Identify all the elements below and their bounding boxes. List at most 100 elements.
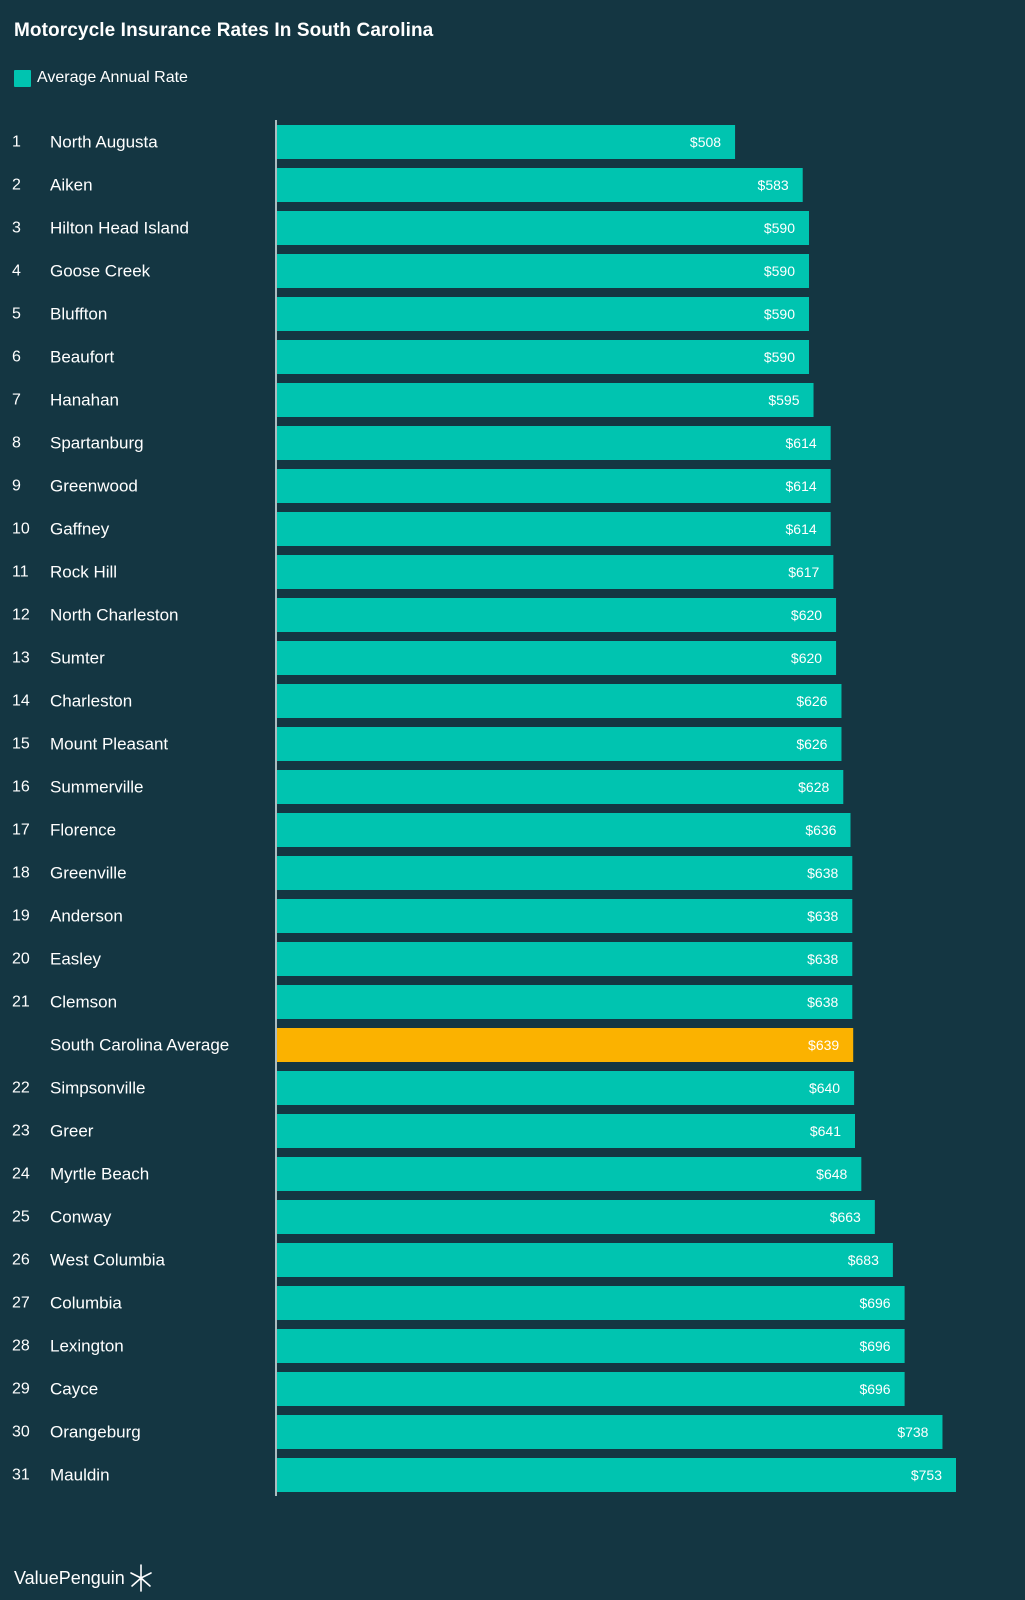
category-label: Greer: [50, 1122, 94, 1141]
category-label: Anderson: [50, 907, 123, 926]
category-label: Mauldin: [50, 1466, 110, 1485]
category-label: Summerville: [50, 778, 144, 797]
bar: [277, 1200, 875, 1234]
bar: [277, 426, 831, 460]
rank-label: 8: [12, 435, 21, 452]
rank-label: 2: [12, 177, 21, 194]
value-label: $508: [690, 134, 721, 150]
rank-label: 30: [12, 1424, 30, 1441]
rank-label: 28: [12, 1338, 30, 1355]
value-label: $738: [897, 1424, 928, 1440]
value-label: $628: [798, 779, 829, 795]
rank-label: 29: [12, 1381, 30, 1398]
category-label: Simpsonville: [50, 1079, 145, 1098]
category-label: Gaffney: [50, 520, 110, 539]
value-label: $636: [805, 822, 836, 838]
category-label: Spartanburg: [50, 434, 144, 453]
rank-label: 25: [12, 1209, 30, 1226]
category-label: Aiken: [50, 176, 93, 195]
category-label: West Columbia: [50, 1251, 165, 1270]
bar: [277, 469, 831, 503]
category-label: Rock Hill: [50, 563, 117, 582]
value-label: $620: [791, 607, 822, 623]
category-label: Bluffton: [50, 305, 107, 324]
value-label: $639: [808, 1037, 839, 1053]
value-label: $638: [807, 908, 838, 924]
legend-swatch: [14, 69, 31, 87]
rank-label: 15: [12, 736, 30, 753]
value-label: $614: [786, 521, 817, 537]
bar: [277, 942, 853, 976]
bar: [277, 512, 831, 546]
rank-label: 11: [12, 564, 29, 581]
rank-label: 3: [12, 220, 21, 237]
bar: [277, 168, 803, 202]
bar: [277, 1329, 905, 1363]
value-label: $696: [859, 1338, 890, 1354]
value-label: $583: [758, 177, 789, 193]
rank-label: 14: [12, 693, 30, 710]
legend: Average Annual Rate: [14, 69, 188, 87]
category-label: Greenwood: [50, 477, 138, 496]
valuepenguin-logo-icon: [129, 1564, 152, 1592]
value-label: $641: [810, 1123, 841, 1139]
category-label: Columbia: [50, 1294, 122, 1313]
category-label: Conway: [50, 1208, 112, 1227]
rank-label: 16: [12, 779, 30, 796]
value-label: $590: [764, 220, 795, 236]
bar: [277, 1286, 905, 1320]
category-label: Orangeburg: [50, 1423, 141, 1442]
value-label: $614: [786, 478, 817, 494]
category-label: Mount Pleasant: [50, 735, 168, 754]
value-label: $617: [788, 564, 819, 580]
category-label: Beaufort: [50, 348, 115, 367]
average-bar: [277, 1028, 854, 1062]
bar: [277, 770, 844, 804]
bar: [277, 1415, 943, 1449]
category-label: Goose Creek: [50, 262, 151, 281]
value-label: $595: [768, 392, 799, 408]
brand-name: ValuePenguin: [14, 1567, 125, 1588]
rank-label: 4: [12, 263, 21, 280]
bar: [277, 899, 853, 933]
category-label: Hanahan: [50, 391, 119, 410]
legend-label: Average Annual Rate: [37, 69, 188, 86]
rank-label: 5: [12, 306, 21, 323]
value-label: $638: [807, 994, 838, 1010]
bar: [277, 297, 810, 331]
bar: [277, 813, 851, 847]
bar: [277, 1157, 862, 1191]
category-label: Easley: [50, 950, 102, 969]
bar-chart: 1 North Augusta $508 2 Aiken $583 3 Hilton Head…: [12, 120, 956, 1496]
value-label: $640: [809, 1080, 840, 1096]
bar: [277, 1458, 956, 1492]
bar: [277, 125, 736, 159]
bar: [277, 727, 842, 761]
category-label: North Charleston: [50, 606, 179, 625]
value-label: $683: [848, 1252, 879, 1268]
bar: [277, 598, 837, 632]
rank-label: 1: [12, 134, 21, 151]
category-label: Clemson: [50, 993, 117, 1012]
category-label: Myrtle Beach: [50, 1165, 149, 1184]
rank-label: 10: [12, 521, 30, 538]
value-label: $626: [796, 736, 827, 752]
category-label: South Carolina Average: [50, 1036, 229, 1055]
bar: [277, 641, 837, 675]
value-label: $696: [859, 1381, 890, 1397]
rank-label: 7: [12, 392, 21, 409]
bar: [277, 985, 853, 1019]
value-label: $590: [764, 349, 795, 365]
bar: [277, 340, 810, 374]
rank-label: 17: [12, 822, 30, 839]
footer-logo: ValuePenguin: [14, 1564, 153, 1592]
value-label: $663: [830, 1209, 861, 1225]
bar: [277, 856, 853, 890]
bar: [277, 383, 814, 417]
value-label: $648: [816, 1166, 847, 1182]
rank-label: 27: [12, 1295, 30, 1312]
value-label: $620: [791, 650, 822, 666]
category-label: Cayce: [50, 1380, 98, 1399]
bar: [277, 684, 842, 718]
rank-label: 31: [12, 1467, 30, 1484]
